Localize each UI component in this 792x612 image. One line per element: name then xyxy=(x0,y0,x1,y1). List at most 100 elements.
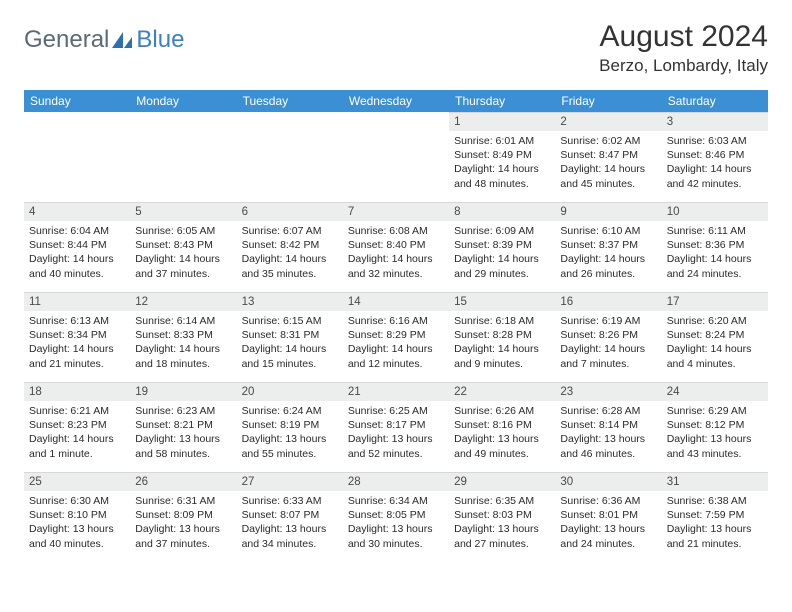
day-info: Sunrise: 6:34 AMSunset: 8:05 PMDaylight:… xyxy=(343,491,449,557)
daylight-line: Daylight: 14 hours and 4 minutes. xyxy=(667,342,763,370)
sunset-line: Sunset: 8:47 PM xyxy=(560,148,656,162)
sunset-line: Sunset: 8:14 PM xyxy=(560,418,656,432)
day-number: 1 xyxy=(449,112,555,131)
day-number: 16 xyxy=(555,292,661,311)
daylight-line: Daylight: 14 hours and 24 minutes. xyxy=(667,252,763,280)
daylight-line: Daylight: 13 hours and 40 minutes. xyxy=(29,522,125,550)
day-info: Sunrise: 6:02 AMSunset: 8:47 PMDaylight:… xyxy=(555,131,661,197)
sunset-line: Sunset: 8:07 PM xyxy=(242,508,338,522)
sunrise-line: Sunrise: 6:09 AM xyxy=(454,224,550,238)
sunrise-line: Sunrise: 6:24 AM xyxy=(242,404,338,418)
sunrise-line: Sunrise: 6:29 AM xyxy=(667,404,763,418)
day-number: 5 xyxy=(130,202,236,221)
sunrise-line: Sunrise: 6:16 AM xyxy=(348,314,444,328)
sunrise-line: Sunrise: 6:05 AM xyxy=(135,224,231,238)
day-number: 27 xyxy=(237,472,343,491)
day-number: 19 xyxy=(130,382,236,401)
day-number: 31 xyxy=(662,472,768,491)
daylight-line: Daylight: 14 hours and 15 minutes. xyxy=(242,342,338,370)
weekday-header: Sunday xyxy=(24,90,130,112)
day-number: 9 xyxy=(555,202,661,221)
sunset-line: Sunset: 8:49 PM xyxy=(454,148,550,162)
day-number: 23 xyxy=(555,382,661,401)
sunset-line: Sunset: 8:29 PM xyxy=(348,328,444,342)
title-block: August 2024 Berzo, Lombardy, Italy xyxy=(599,20,768,76)
day-number: 15 xyxy=(449,292,555,311)
calendar-day-cell: 20Sunrise: 6:24 AMSunset: 8:19 PMDayligh… xyxy=(237,382,343,472)
sunset-line: Sunset: 8:12 PM xyxy=(667,418,763,432)
calendar-day-cell xyxy=(24,112,130,202)
calendar-table: SundayMondayTuesdayWednesdayThursdayFrid… xyxy=(24,90,768,562)
sunset-line: Sunset: 8:39 PM xyxy=(454,238,550,252)
day-info: Sunrise: 6:03 AMSunset: 8:46 PMDaylight:… xyxy=(662,131,768,197)
sunrise-line: Sunrise: 6:18 AM xyxy=(454,314,550,328)
calendar-day-cell: 17Sunrise: 6:20 AMSunset: 8:24 PMDayligh… xyxy=(662,292,768,382)
calendar-day-cell: 21Sunrise: 6:25 AMSunset: 8:17 PMDayligh… xyxy=(343,382,449,472)
calendar-day-cell: 30Sunrise: 6:36 AMSunset: 8:01 PMDayligh… xyxy=(555,472,661,562)
day-info: Sunrise: 6:29 AMSunset: 8:12 PMDaylight:… xyxy=(662,401,768,467)
day-info: Sunrise: 6:07 AMSunset: 8:42 PMDaylight:… xyxy=(237,221,343,287)
sunset-line: Sunset: 8:44 PM xyxy=(29,238,125,252)
daylight-line: Daylight: 14 hours and 35 minutes. xyxy=(242,252,338,280)
day-number: 13 xyxy=(237,292,343,311)
day-number: 4 xyxy=(24,202,130,221)
daylight-line: Daylight: 14 hours and 12 minutes. xyxy=(348,342,444,370)
daylight-line: Daylight: 13 hours and 49 minutes. xyxy=(454,432,550,460)
weekday-header: Wednesday xyxy=(343,90,449,112)
sunset-line: Sunset: 8:05 PM xyxy=(348,508,444,522)
daylight-line: Daylight: 13 hours and 58 minutes. xyxy=(135,432,231,460)
day-info: Sunrise: 6:09 AMSunset: 8:39 PMDaylight:… xyxy=(449,221,555,287)
sunset-line: Sunset: 8:03 PM xyxy=(454,508,550,522)
sunset-line: Sunset: 8:33 PM xyxy=(135,328,231,342)
sunrise-line: Sunrise: 6:36 AM xyxy=(560,494,656,508)
daylight-line: Daylight: 14 hours and 32 minutes. xyxy=(348,252,444,280)
calendar-day-cell: 8Sunrise: 6:09 AMSunset: 8:39 PMDaylight… xyxy=(449,202,555,292)
day-number: 26 xyxy=(130,472,236,491)
calendar-day-cell xyxy=(237,112,343,202)
day-number: 18 xyxy=(24,382,130,401)
calendar-day-cell: 25Sunrise: 6:30 AMSunset: 8:10 PMDayligh… xyxy=(24,472,130,562)
day-number: 12 xyxy=(130,292,236,311)
sunrise-line: Sunrise: 6:01 AM xyxy=(454,134,550,148)
day-info: Sunrise: 6:36 AMSunset: 8:01 PMDaylight:… xyxy=(555,491,661,557)
day-number: 22 xyxy=(449,382,555,401)
day-info: Sunrise: 6:28 AMSunset: 8:14 PMDaylight:… xyxy=(555,401,661,467)
calendar-day-cell: 9Sunrise: 6:10 AMSunset: 8:37 PMDaylight… xyxy=(555,202,661,292)
day-info: Sunrise: 6:35 AMSunset: 8:03 PMDaylight:… xyxy=(449,491,555,557)
logo-text-1: General xyxy=(24,26,109,54)
day-info: Sunrise: 6:19 AMSunset: 8:26 PMDaylight:… xyxy=(555,311,661,377)
sunset-line: Sunset: 8:26 PM xyxy=(560,328,656,342)
sunrise-line: Sunrise: 6:38 AM xyxy=(667,494,763,508)
weekday-header: Monday xyxy=(130,90,236,112)
calendar-day-cell: 19Sunrise: 6:23 AMSunset: 8:21 PMDayligh… xyxy=(130,382,236,472)
sunrise-line: Sunrise: 6:02 AM xyxy=(560,134,656,148)
day-number: 6 xyxy=(237,202,343,221)
day-info: Sunrise: 6:21 AMSunset: 8:23 PMDaylight:… xyxy=(24,401,130,467)
day-number: 14 xyxy=(343,292,449,311)
daylight-line: Daylight: 14 hours and 18 minutes. xyxy=(135,342,231,370)
sunrise-line: Sunrise: 6:35 AM xyxy=(454,494,550,508)
day-number: 28 xyxy=(343,472,449,491)
sunrise-line: Sunrise: 6:21 AM xyxy=(29,404,125,418)
day-number: 24 xyxy=(662,382,768,401)
sunrise-line: Sunrise: 6:19 AM xyxy=(560,314,656,328)
logo-text-2: Blue xyxy=(136,26,184,54)
daylight-line: Daylight: 14 hours and 42 minutes. xyxy=(667,162,763,190)
day-info: Sunrise: 6:30 AMSunset: 8:10 PMDaylight:… xyxy=(24,491,130,557)
sunset-line: Sunset: 8:43 PM xyxy=(135,238,231,252)
day-number: 20 xyxy=(237,382,343,401)
calendar-week-row: 4Sunrise: 6:04 AMSunset: 8:44 PMDaylight… xyxy=(24,202,768,292)
calendar-day-cell: 24Sunrise: 6:29 AMSunset: 8:12 PMDayligh… xyxy=(662,382,768,472)
calendar-day-cell: 3Sunrise: 6:03 AMSunset: 8:46 PMDaylight… xyxy=(662,112,768,202)
calendar-day-cell xyxy=(343,112,449,202)
calendar-day-cell: 29Sunrise: 6:35 AMSunset: 8:03 PMDayligh… xyxy=(449,472,555,562)
calendar-day-cell: 6Sunrise: 6:07 AMSunset: 8:42 PMDaylight… xyxy=(237,202,343,292)
sunrise-line: Sunrise: 6:30 AM xyxy=(29,494,125,508)
day-info: Sunrise: 6:05 AMSunset: 8:43 PMDaylight:… xyxy=(130,221,236,287)
daylight-line: Daylight: 13 hours and 37 minutes. xyxy=(135,522,231,550)
sunrise-line: Sunrise: 6:26 AM xyxy=(454,404,550,418)
day-number: 29 xyxy=(449,472,555,491)
day-number: 21 xyxy=(343,382,449,401)
weekday-header: Thursday xyxy=(449,90,555,112)
sunrise-line: Sunrise: 6:28 AM xyxy=(560,404,656,418)
